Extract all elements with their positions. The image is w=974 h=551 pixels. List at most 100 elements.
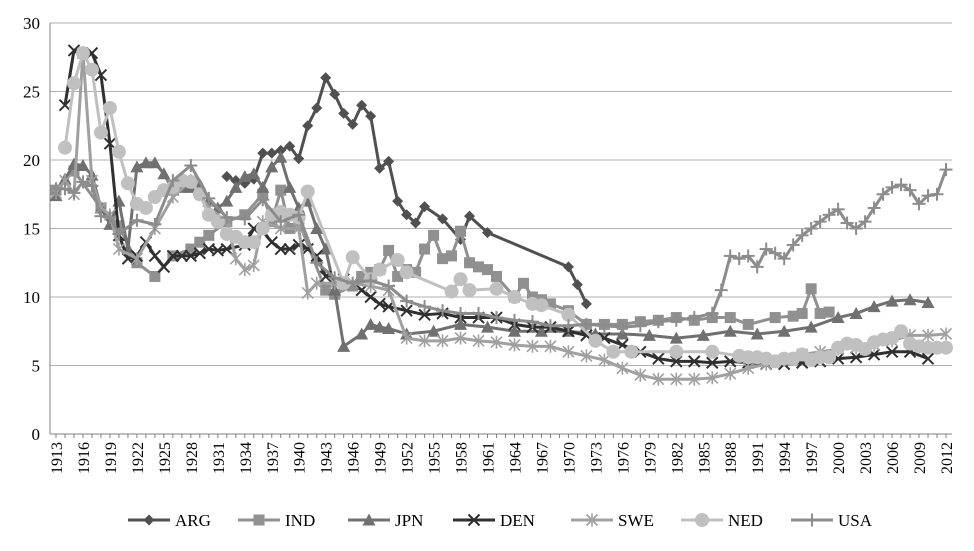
data-point [103,137,117,150]
data-point [58,182,72,196]
data-point [831,311,845,324]
data-point [615,320,629,334]
data-point [705,344,720,359]
data-point [175,249,189,263]
data-point [814,307,826,319]
data-point [300,184,315,199]
data-point [464,210,476,222]
data-point [444,284,459,299]
data-point [481,320,495,333]
data-point [437,213,449,225]
data-point [418,334,431,348]
data-point [787,310,799,322]
legend-label: IND [285,511,315,530]
data-point [184,249,198,263]
data-point [427,324,441,337]
x-tick-label: 1937 [265,442,282,474]
data-point [112,242,125,256]
legend-marker [695,513,709,527]
x-tick-label: 1985 [696,442,713,474]
data-point [112,227,126,241]
data-point [436,334,449,348]
data-point [777,252,791,266]
data-point [534,298,549,313]
data-point [724,367,737,381]
data-point [651,315,665,329]
data-point [464,257,476,269]
x-tick-label: 1976 [615,442,632,474]
x-tick-label: 1928 [184,442,201,474]
legend-marker [805,513,819,527]
x-tick-label: 1925 [157,442,174,474]
data-point [355,327,369,340]
data-point [392,195,404,207]
data-point [561,307,576,322]
data-point [130,213,144,227]
data-point [247,167,261,180]
data-point [111,144,126,159]
data-point [301,286,314,300]
data-point [130,252,143,266]
legend-label: SWE [618,511,654,530]
data-point [345,250,360,265]
data-point [903,183,917,197]
data-point [939,327,953,341]
data-point [266,147,278,159]
data-point [571,279,583,291]
data-point [796,307,808,319]
data-point [437,253,449,265]
data-point [534,324,548,337]
data-point [597,319,611,333]
data-point [66,76,81,91]
data-point [903,293,917,306]
y-tick-label: 20 [23,151,40,170]
data-point [383,155,395,167]
data-point [562,345,575,359]
data-point [310,222,324,234]
data-point [356,270,368,282]
data-point [436,304,450,318]
legend-item-ind: IND [238,511,315,530]
x-tick-label: 1943 [319,442,336,474]
data-point [885,294,899,307]
data-point [822,208,836,222]
data-point [274,242,287,256]
data-point [166,174,180,188]
data-point [364,317,378,330]
y-tick-label: 0 [32,425,41,444]
data-point [688,372,701,386]
data-point [220,194,234,207]
data-point [283,242,296,256]
data-point [383,244,395,256]
data-point [588,333,603,348]
data-point [284,140,296,152]
data-point [642,328,656,341]
x-tick-label: 1979 [642,442,659,474]
data-point [364,274,378,288]
data-point [633,319,647,333]
data-point [473,261,485,273]
data-point [120,176,135,191]
data-point [400,304,413,317]
data-point [714,283,728,297]
x-tick-label: 1913 [49,442,66,474]
data-point [670,372,683,386]
data-point [265,160,279,173]
data-point [759,242,773,256]
data-point [454,331,467,345]
data-point [247,258,260,272]
data-point [696,328,710,341]
legend-item-arg: ARG [128,511,211,530]
legend-item-ned: NED [681,511,763,530]
data-point [400,294,414,308]
data-point [507,313,521,327]
data-point [220,211,234,225]
legend-item-usa: USA [791,511,873,530]
data-point [347,118,359,130]
data-point [840,216,854,230]
data-point [921,189,935,203]
legend-marker [362,513,376,526]
data-point [580,349,593,363]
data-point [410,217,422,229]
data-point [337,339,351,352]
